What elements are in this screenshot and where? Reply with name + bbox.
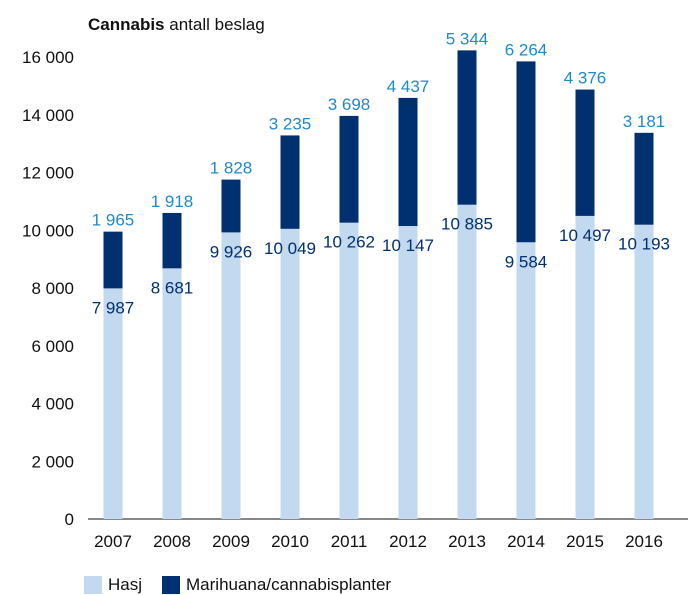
- x-tick-label: 2016: [625, 532, 663, 551]
- x-tick-label: 2013: [448, 532, 486, 551]
- legend-label-hasj: Hasj: [108, 575, 143, 594]
- bar-hasj: [221, 232, 241, 519]
- legend: Hasj Marihuana/cannabisplanter: [84, 575, 411, 595]
- bar-marihuana: [457, 50, 477, 205]
- data-label-marihuana: 4 376: [564, 69, 607, 88]
- bar-hasj: [398, 226, 418, 519]
- data-label-marihuana: 1 918: [151, 192, 194, 211]
- y-tick-label: 14 000: [22, 106, 74, 125]
- bar-marihuana: [162, 212, 182, 269]
- bar-marihuana: [575, 89, 595, 216]
- y-tick-label: 12 000: [22, 164, 74, 183]
- bar-marihuana: [634, 132, 654, 225]
- data-label-marihuana: 1 828: [210, 159, 253, 178]
- bar-hasj: [457, 204, 477, 519]
- x-tick-label: 2008: [153, 532, 191, 551]
- data-labels: 7 987 1 965 8 681 1 918 9 926 1 828 10 049 3 23…: [92, 29, 670, 317]
- bar-hasj: [162, 268, 182, 519]
- y-tick-label: 6 000: [31, 337, 74, 356]
- chart-title-bold: Cannabis: [88, 15, 165, 34]
- bar-marihuana: [398, 97, 418, 227]
- data-label-marihuana: 6 264: [505, 40, 548, 59]
- data-label-hasj: 9 584: [505, 252, 548, 271]
- y-tick-label: 10 000: [22, 221, 74, 240]
- bar-hasj: [516, 242, 536, 519]
- data-label-marihuana: 3 181: [623, 112, 666, 131]
- bar-hasj: [339, 222, 359, 519]
- bar-marihuana: [280, 135, 300, 229]
- y-tick-label: 4 000: [31, 395, 74, 414]
- legend-swatch-hasj: [84, 576, 102, 594]
- bar-marihuana: [339, 115, 359, 223]
- legend-item-hasj: Hasj: [84, 575, 142, 595]
- bar-hasj: [634, 224, 654, 519]
- x-tick-label: 2011: [331, 532, 368, 551]
- data-label-marihuana: 5 344: [446, 29, 489, 48]
- legend-swatch-marihuana: [162, 576, 181, 594]
- data-label-hasj: 10 262: [323, 233, 375, 252]
- data-label-hasj: 10 497: [559, 226, 611, 245]
- bar-marihuana: [103, 231, 123, 289]
- y-tick-label: 16 000: [22, 48, 74, 67]
- bar-marihuana: [516, 61, 536, 243]
- data-label-marihuana: 3 698: [328, 95, 371, 114]
- chart-title: Cannabis antall beslag: [88, 15, 265, 34]
- x-tick-label: 2015: [566, 532, 604, 551]
- x-tick-label: 2007: [94, 532, 132, 551]
- bar-hasj: [103, 288, 123, 519]
- legend-item-marihuana: Marihuana/cannabisplanter: [162, 575, 391, 595]
- x-tick-label: 2010: [271, 532, 309, 551]
- data-label-marihuana: 1 965: [92, 211, 135, 230]
- data-label-hasj: 10 147: [382, 236, 434, 255]
- x-axis: 2007 2008 2009 2010 2011 2012 2013 2014 2015 2016: [94, 532, 663, 551]
- y-tick-label: 2 000: [31, 452, 74, 471]
- bars: [103, 50, 654, 520]
- x-tick-label: 2012: [389, 532, 427, 551]
- bar-hasj: [280, 228, 300, 519]
- data-label-hasj: 10 885: [441, 215, 493, 234]
- legend-label-marihuana: Marihuana/cannabisplanter: [186, 575, 392, 594]
- data-label-hasj: 10 193: [618, 235, 670, 254]
- x-tick-label: 2014: [507, 532, 545, 551]
- data-label-marihuana: 4 437: [387, 77, 430, 96]
- y-axis: 0 2 000 4 000 6 000 8 000 10 000 12 000 14 000 1…: [22, 48, 74, 529]
- y-tick-label: 8 000: [31, 279, 74, 298]
- data-label-hasj: 7 987: [92, 298, 135, 317]
- bar-hasj: [575, 215, 595, 520]
- y-tick-label: 0: [65, 510, 74, 529]
- x-tick-label: 2009: [212, 532, 250, 551]
- bar-marihuana: [221, 179, 241, 233]
- data-label-hasj: 8 681: [151, 278, 194, 297]
- data-label-marihuana: 3 235: [269, 114, 312, 133]
- chart-title-rest: antall beslag: [165, 15, 265, 34]
- data-label-hasj: 10 049: [264, 239, 316, 258]
- data-label-hasj: 9 926: [210, 242, 253, 261]
